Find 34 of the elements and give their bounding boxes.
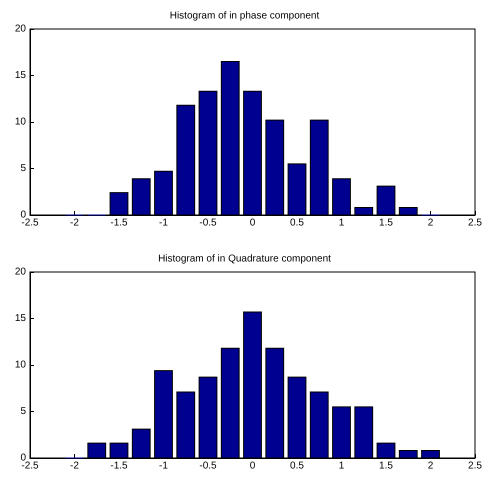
y-tick-label: 15	[14, 313, 26, 324]
x-tick-label: 1.5	[379, 218, 394, 228]
x-tick-label: 1	[338, 460, 345, 472]
x-tick-label: -1.5	[110, 460, 128, 472]
y-tick-label: 0	[20, 210, 26, 220]
x-tick-label: 2.5	[468, 218, 482, 228]
y-tick-label: 10	[14, 116, 26, 128]
x-tick-label: 2.5	[468, 460, 482, 472]
x-tick-label: 1.5	[379, 460, 394, 472]
y-tick-label: 15	[14, 70, 26, 81]
x-tick-label: -2	[70, 218, 80, 228]
chart-title: Histogram of in phase component	[170, 10, 320, 22]
y-tick-label: 5	[20, 406, 26, 417]
y-tick-label: 20	[14, 24, 26, 34]
y-tick-label: 20	[14, 266, 26, 278]
x-tick-label: -2.5	[21, 218, 40, 228]
x-tick-label: -1	[159, 460, 168, 472]
x-tick-label: -2.5	[21, 460, 40, 472]
y-tick-label: 5	[20, 163, 26, 174]
x-tick-label: -0.5	[199, 218, 218, 228]
x-tick-label: 0	[250, 460, 256, 472]
x-tick-label: 0.5	[290, 218, 304, 228]
x-tick-label: -1.5	[110, 218, 128, 228]
x-tick-label: 1	[338, 218, 345, 228]
x-tick-label: 0.5	[290, 460, 304, 472]
x-tick-label: 2	[428, 460, 434, 472]
chart-title: Histogram of in Quadrature component	[158, 254, 332, 264]
x-tick-label: 2	[428, 218, 434, 228]
y-tick-label: 0	[20, 452, 26, 464]
x-tick-label: 0	[250, 218, 256, 228]
x-tick-label: -2	[70, 460, 80, 472]
x-tick-label: -1	[159, 218, 168, 228]
y-tick-label: 10	[14, 360, 26, 370]
x-tick-label: -0.5	[199, 460, 218, 472]
